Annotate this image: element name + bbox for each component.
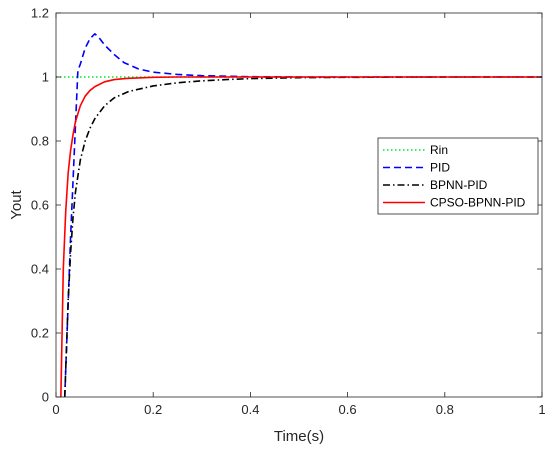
legend-box bbox=[377, 137, 539, 215]
legend: Rin PID BPNN-PID CPSO-BPNN-PID bbox=[377, 137, 539, 215]
legend-label: CPSO-BPNN-PID bbox=[430, 196, 526, 210]
x-tick-label: 0.6 bbox=[339, 402, 357, 417]
x-tick-label: 0.2 bbox=[144, 402, 162, 417]
y-tick-label: 1 bbox=[42, 70, 49, 85]
y-tick-label: 1.2 bbox=[31, 6, 49, 21]
x-tick-label: 1 bbox=[538, 402, 545, 417]
y-axis-title: Yout bbox=[8, 189, 25, 219]
legend-label: BPNN-PID bbox=[430, 178, 488, 192]
x-axis-title: Time(s) bbox=[274, 428, 324, 445]
y-tick-label: 0 bbox=[42, 390, 49, 405]
series-line-bpnn-pid bbox=[63, 76, 542, 398]
y-tick-label: 0.8 bbox=[31, 134, 49, 149]
series-line-cpso-bpnn-pid bbox=[60, 76, 542, 398]
tick-layer: 0 0.2 0.4 0.6 0.8 1 0 0.2 0.4 0.6 0.8 1 1.2 bbox=[31, 6, 546, 418]
x-tick-label: 0.4 bbox=[241, 402, 259, 417]
legend-label: Rin bbox=[430, 143, 448, 157]
legend-label: PID bbox=[430, 161, 450, 175]
series-layer bbox=[56, 32, 542, 398]
x-tick-label: 0 bbox=[52, 402, 59, 417]
series-line-pid bbox=[63, 32, 542, 398]
y-tick-label: 0.6 bbox=[31, 198, 49, 213]
y-tick-label: 0.4 bbox=[31, 262, 49, 277]
y-tick-label: 0.2 bbox=[31, 326, 49, 341]
x-tick-label: 0.8 bbox=[436, 402, 454, 417]
